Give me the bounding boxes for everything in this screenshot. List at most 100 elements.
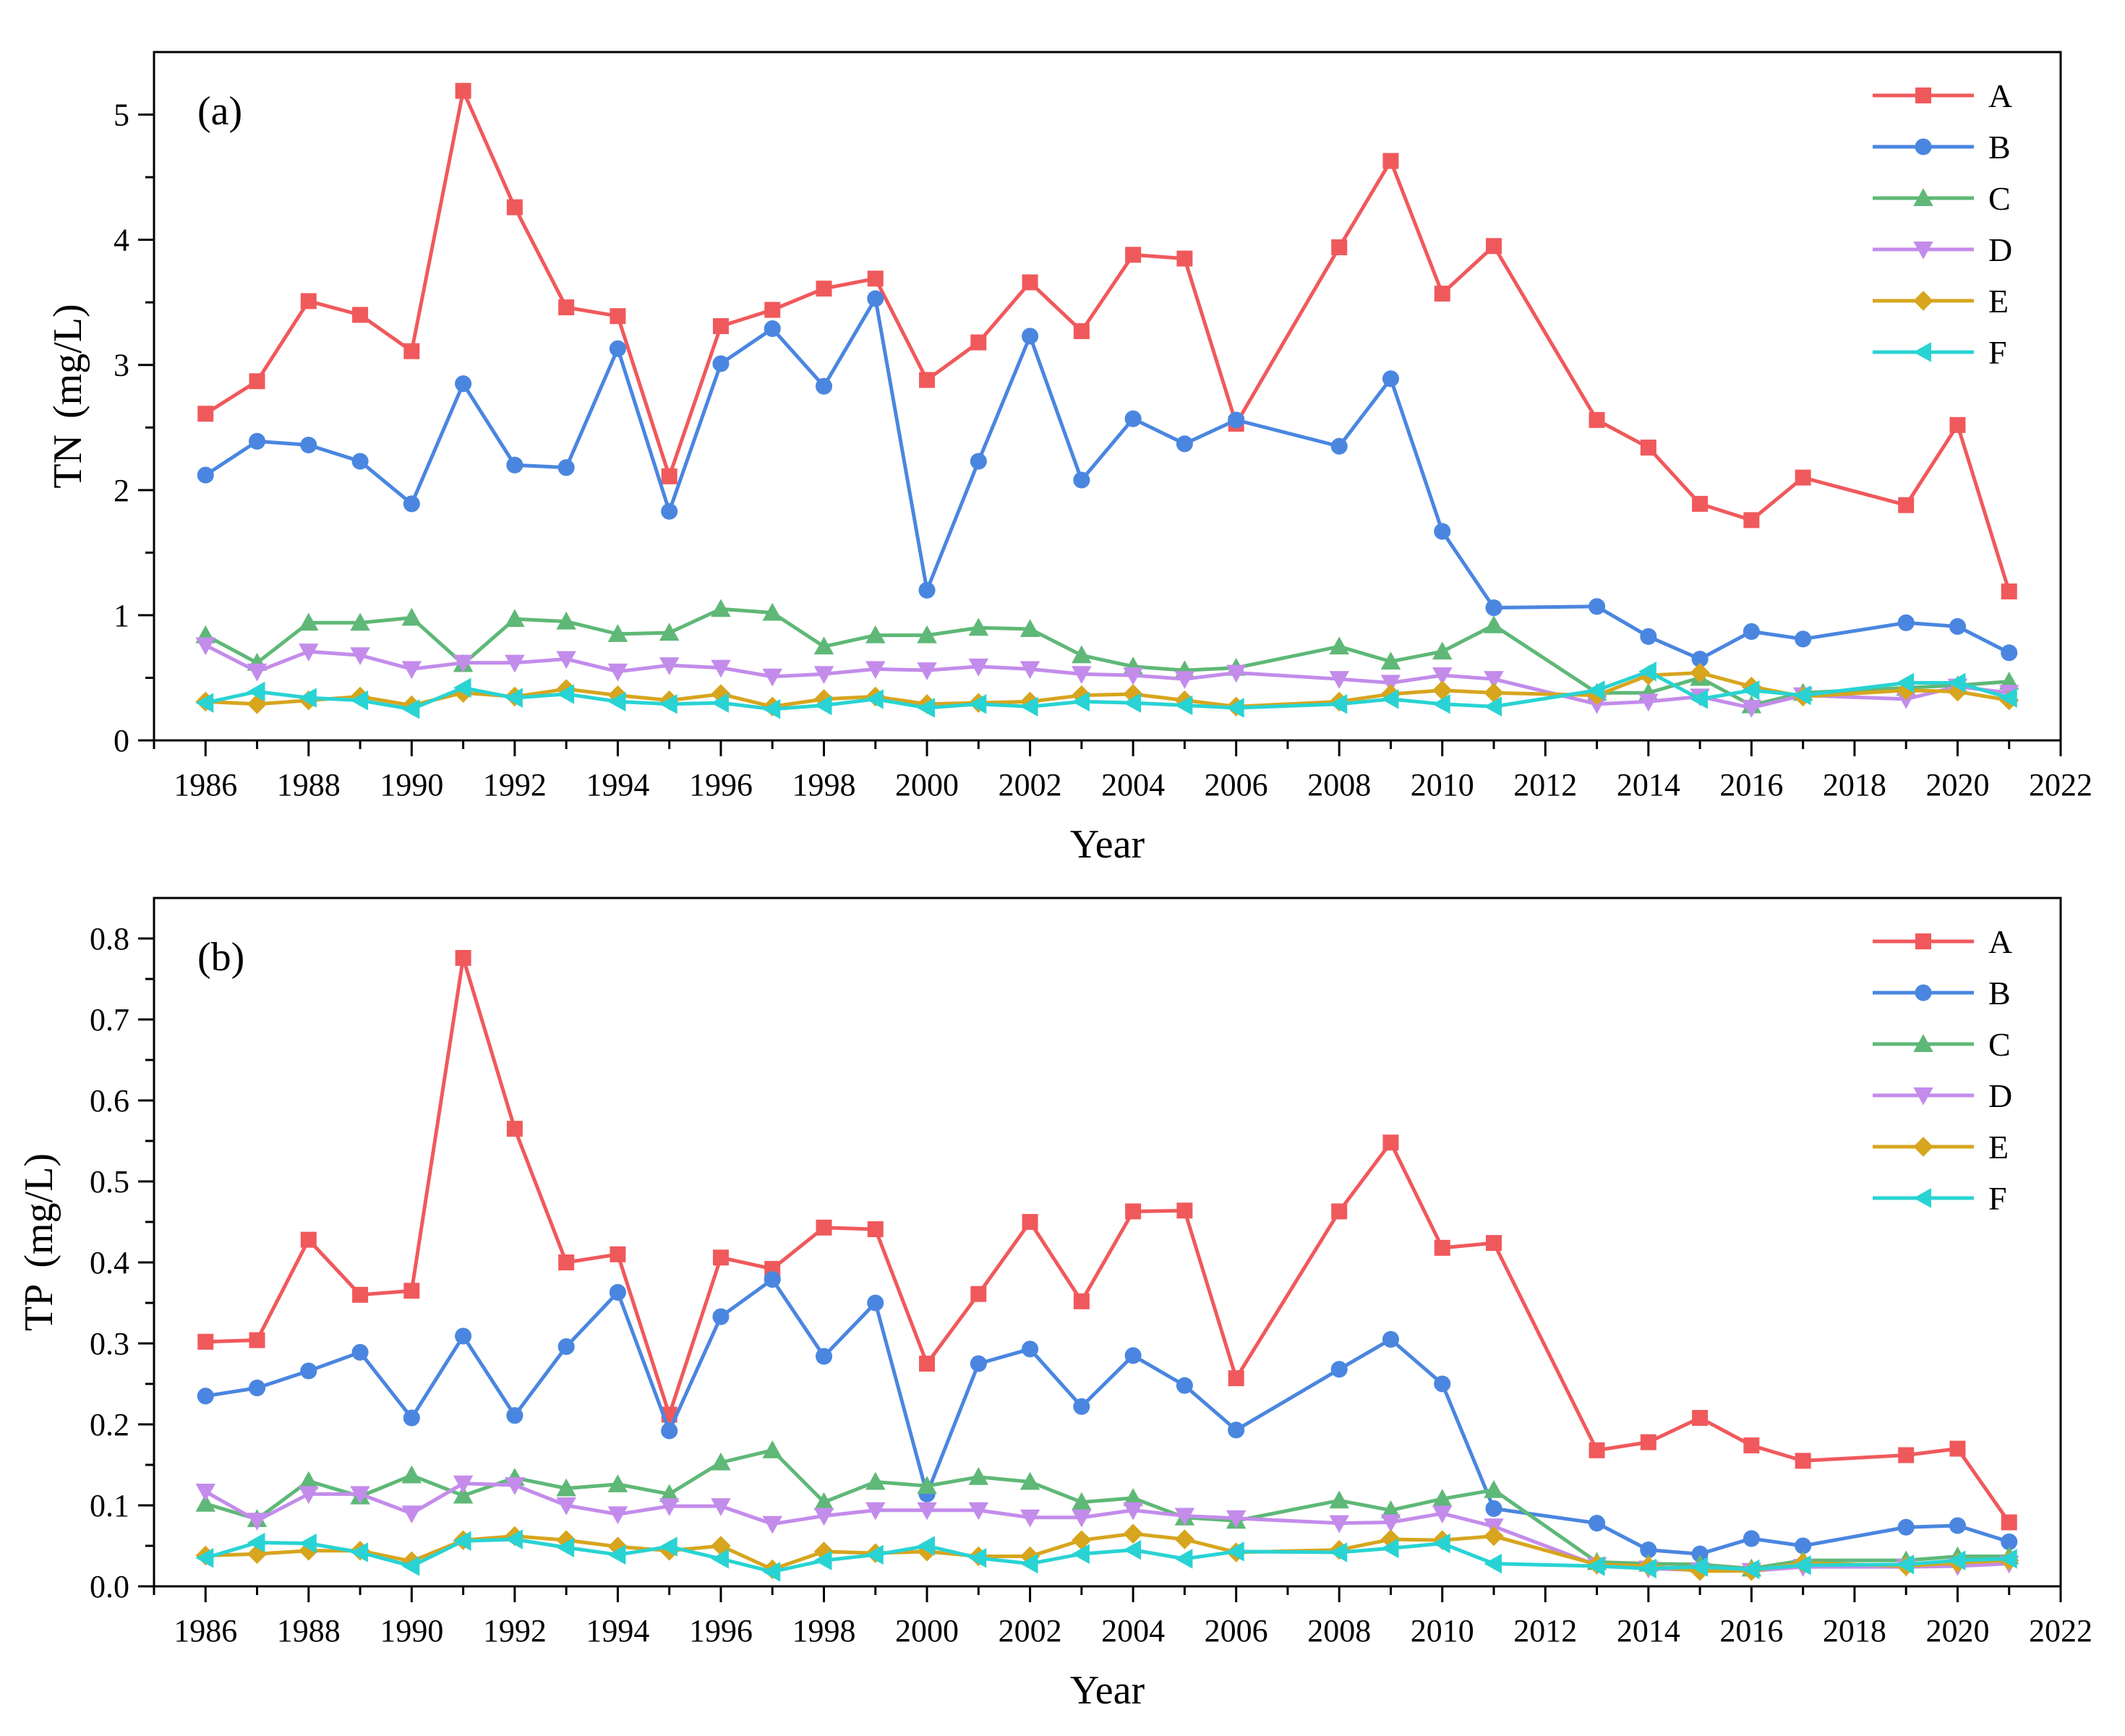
data-point-B: [918, 581, 936, 599]
series-line-B: [204, 296, 2010, 661]
data-point-A: [1073, 322, 1090, 339]
x-tick-label: 1994: [586, 1613, 649, 1649]
data-point-F: [1741, 680, 1760, 701]
legend-marker-E: [1913, 291, 1933, 311]
data-point-A: [919, 1356, 936, 1372]
data-point-C: [1432, 641, 1453, 660]
data-point-A: [712, 1249, 729, 1266]
x-tick-label: 2004: [1101, 767, 1165, 803]
data-point-F: [1226, 698, 1244, 718]
data-point-A: [1795, 1453, 1811, 1469]
series-D: [195, 1475, 2019, 1581]
data-point-F: [1019, 1553, 1038, 1574]
data-point-B: [1485, 1500, 1502, 1518]
x-tick-label: 2008: [1307, 767, 1371, 803]
data-point-B: [1382, 1330, 1400, 1348]
data-point-F: [556, 684, 575, 704]
data-point-F: [607, 691, 626, 712]
y-tick-label: 0.3: [90, 1326, 129, 1361]
data-point-B: [1176, 435, 1193, 453]
data-point-C: [813, 636, 834, 655]
legend-label-B: B: [1988, 975, 2011, 1012]
data-point-B: [609, 340, 626, 357]
data-point-F: [1690, 1557, 1709, 1577]
data-point-B: [712, 1308, 730, 1325]
data-point-A: [1640, 1434, 1656, 1450]
data-point-A: [1022, 1214, 1038, 1230]
legend-marker-F: [1913, 1188, 1931, 1208]
data-point-A: [197, 406, 214, 422]
data-point-A: [352, 1286, 369, 1303]
data-point-A: [506, 199, 523, 215]
x-tick-label: 1994: [586, 767, 649, 803]
data-point-F: [1484, 696, 1502, 717]
data-point-A: [1176, 250, 1193, 267]
data-point-B: [712, 355, 730, 372]
x-tick-label: 2022: [2029, 767, 2092, 803]
y-axis-title-variable: TN: [46, 435, 90, 489]
x-tick-label: 1986: [174, 767, 237, 803]
data-point-A: [970, 334, 987, 351]
x-tick-label: 1996: [689, 1613, 753, 1649]
data-point-C: [1123, 1488, 1143, 1506]
data-point-D: [1226, 664, 1247, 683]
data-point-D: [195, 637, 216, 656]
data-point-C: [968, 1467, 989, 1485]
data-point-B: [455, 375, 472, 393]
data-point-C: [1072, 645, 1092, 664]
data-point-A: [403, 343, 420, 359]
data-point-F: [1174, 695, 1193, 716]
data-point-B: [403, 1409, 420, 1427]
legend-item-D: D: [1873, 1077, 2012, 1114]
data-point-D: [505, 654, 525, 673]
y-tick-label: 3: [114, 348, 129, 383]
plot-frame: [153, 897, 2062, 1588]
data-point-F: [968, 1548, 987, 1568]
data-point-B: [1022, 1341, 1039, 1358]
data-point-B: [557, 1338, 575, 1356]
data-point-A: [300, 293, 317, 309]
x-tick-label: 1986: [174, 1613, 237, 1649]
data-point-A: [919, 372, 936, 388]
data-point-A: [1331, 1203, 1348, 1220]
data-point-A: [1073, 1293, 1090, 1309]
x-tick-label: 1988: [277, 1613, 341, 1649]
data-point-F: [1484, 1553, 1502, 1574]
data-point-A: [1795, 469, 1811, 486]
chart-panel-2: 1986 1988 1990 1992 1994 1996 1998 2000 2002 2004…: [17, 897, 2092, 1713]
data-point-F: [1329, 694, 1348, 714]
data-point-D: [1741, 699, 1762, 718]
data-point-A: [1692, 1410, 1709, 1427]
data-point-B: [248, 1380, 266, 1397]
data-point-F: [195, 693, 214, 713]
data-point-C: [299, 1471, 319, 1489]
x-tick-label: 1992: [483, 1613, 547, 1649]
data-point-A: [1022, 274, 1038, 291]
data-point-F: [299, 1533, 317, 1554]
legend-label-E: E: [1988, 1129, 2009, 1166]
data-point-B: [557, 459, 575, 476]
data-point-D: [350, 647, 370, 666]
data-point-F: [659, 694, 677, 714]
x-tick-label: 2016: [1719, 767, 1783, 803]
x-tick-label: 1992: [483, 767, 547, 803]
data-point-B: [2001, 644, 2018, 662]
data-point-D: [453, 654, 474, 673]
y-tick-label: 0.2: [90, 1407, 129, 1442]
data-point-F: [247, 1532, 265, 1553]
data-point-D: [1329, 671, 1349, 689]
data-point-C: [1072, 1492, 1092, 1510]
legend-marker-D: [1913, 241, 1933, 260]
data-point-C: [762, 602, 782, 621]
data-point-F: [1792, 1555, 1811, 1575]
data-point-D: [1174, 1508, 1195, 1526]
data-point-D: [350, 1486, 370, 1505]
data-point-A: [300, 1231, 317, 1248]
data-point-B: [1330, 1361, 1348, 1378]
data-point-D: [607, 1506, 628, 1525]
data-point-F: [505, 1529, 523, 1549]
data-point-F: [1019, 696, 1038, 717]
data-point-B: [351, 453, 369, 470]
